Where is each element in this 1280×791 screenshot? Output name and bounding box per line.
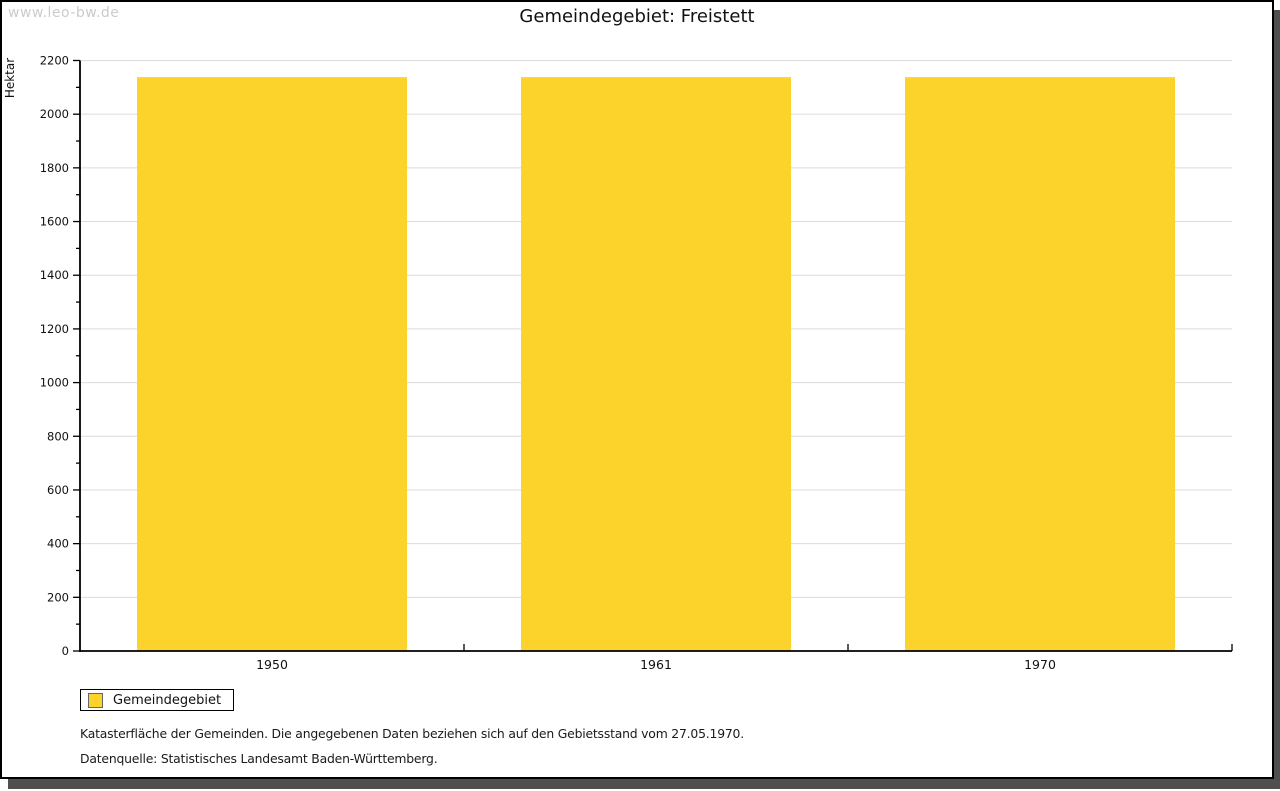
y-tick-label: 1400 xyxy=(40,268,69,282)
footnote-line2: Datenquelle: Statistisches Landesamt Bad… xyxy=(80,751,438,766)
y-tick-label: 400 xyxy=(47,537,69,551)
bar-chart: 0 200 400 600 800 1000 1200 1400 1600 1800 2000 220… xyxy=(3,54,1233,672)
y-axis-title: Hektar xyxy=(3,58,17,98)
legend-swatch-icon xyxy=(88,692,103,708)
legend: Gemeindegebiet xyxy=(80,689,235,711)
y-tick-label: 1200 xyxy=(40,322,69,336)
y-tick-label: 2000 xyxy=(40,107,69,121)
x-tick-label: 1950 xyxy=(256,657,288,672)
legend-label: Gemeindegebiet xyxy=(113,692,222,708)
watermark: www.leo-bw.de xyxy=(8,5,120,21)
bar xyxy=(137,77,407,652)
y-tick-label: 800 xyxy=(47,429,69,443)
chart-title: Gemeindegebiet: Freistett xyxy=(519,6,755,27)
bar xyxy=(521,77,791,652)
y-tick-label: 0 xyxy=(62,644,69,658)
y-tick-label: 1600 xyxy=(40,215,69,229)
y-tick-label: 1800 xyxy=(40,161,69,175)
y-tick-label: 1000 xyxy=(40,376,69,390)
footnote-line1: Katasterfläche der Gemeinden. Die angege… xyxy=(80,726,744,741)
y-tick-label: 200 xyxy=(47,590,69,604)
y-tick-label: 2200 xyxy=(40,54,69,68)
x-tick-label: 1961 xyxy=(640,657,672,672)
x-tick-label: 1970 xyxy=(1024,657,1056,672)
y-tick-label: 600 xyxy=(47,483,69,497)
bar xyxy=(905,77,1175,652)
